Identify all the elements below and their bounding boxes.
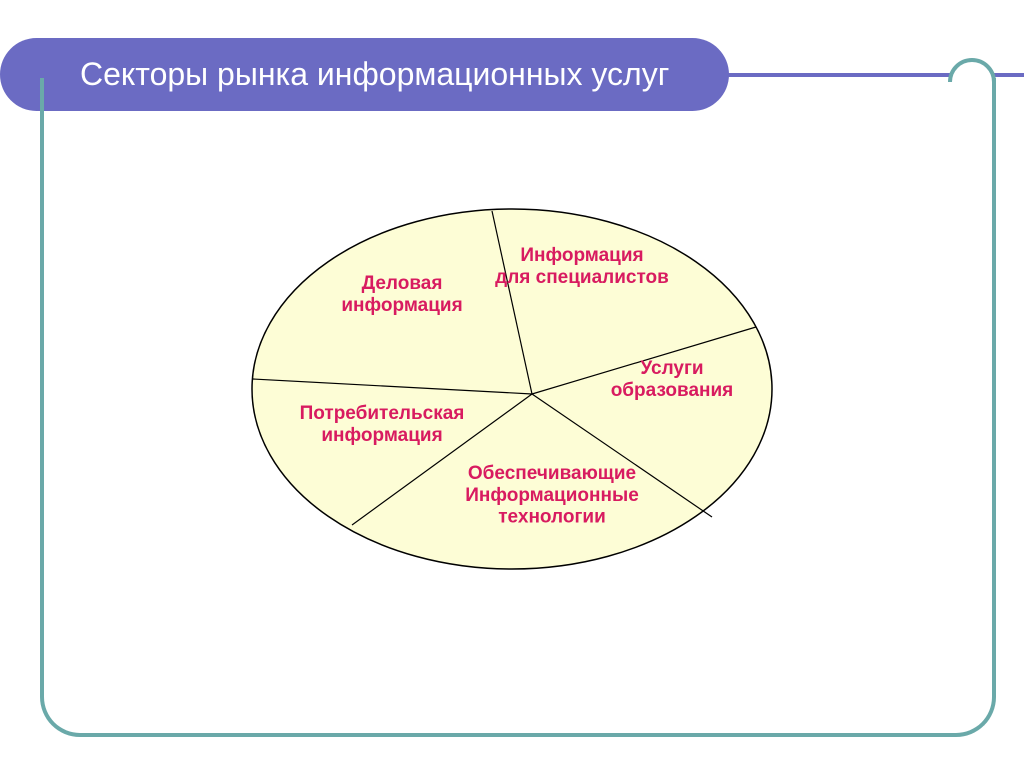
sector-label: Потребительскаяинформация xyxy=(300,403,465,446)
sectors-diagram: Информациядля специалистовДеловаяинформа… xyxy=(212,189,812,609)
frame-corner-decoration xyxy=(948,58,996,106)
sector-label: Информациядля специалистов xyxy=(495,245,669,288)
